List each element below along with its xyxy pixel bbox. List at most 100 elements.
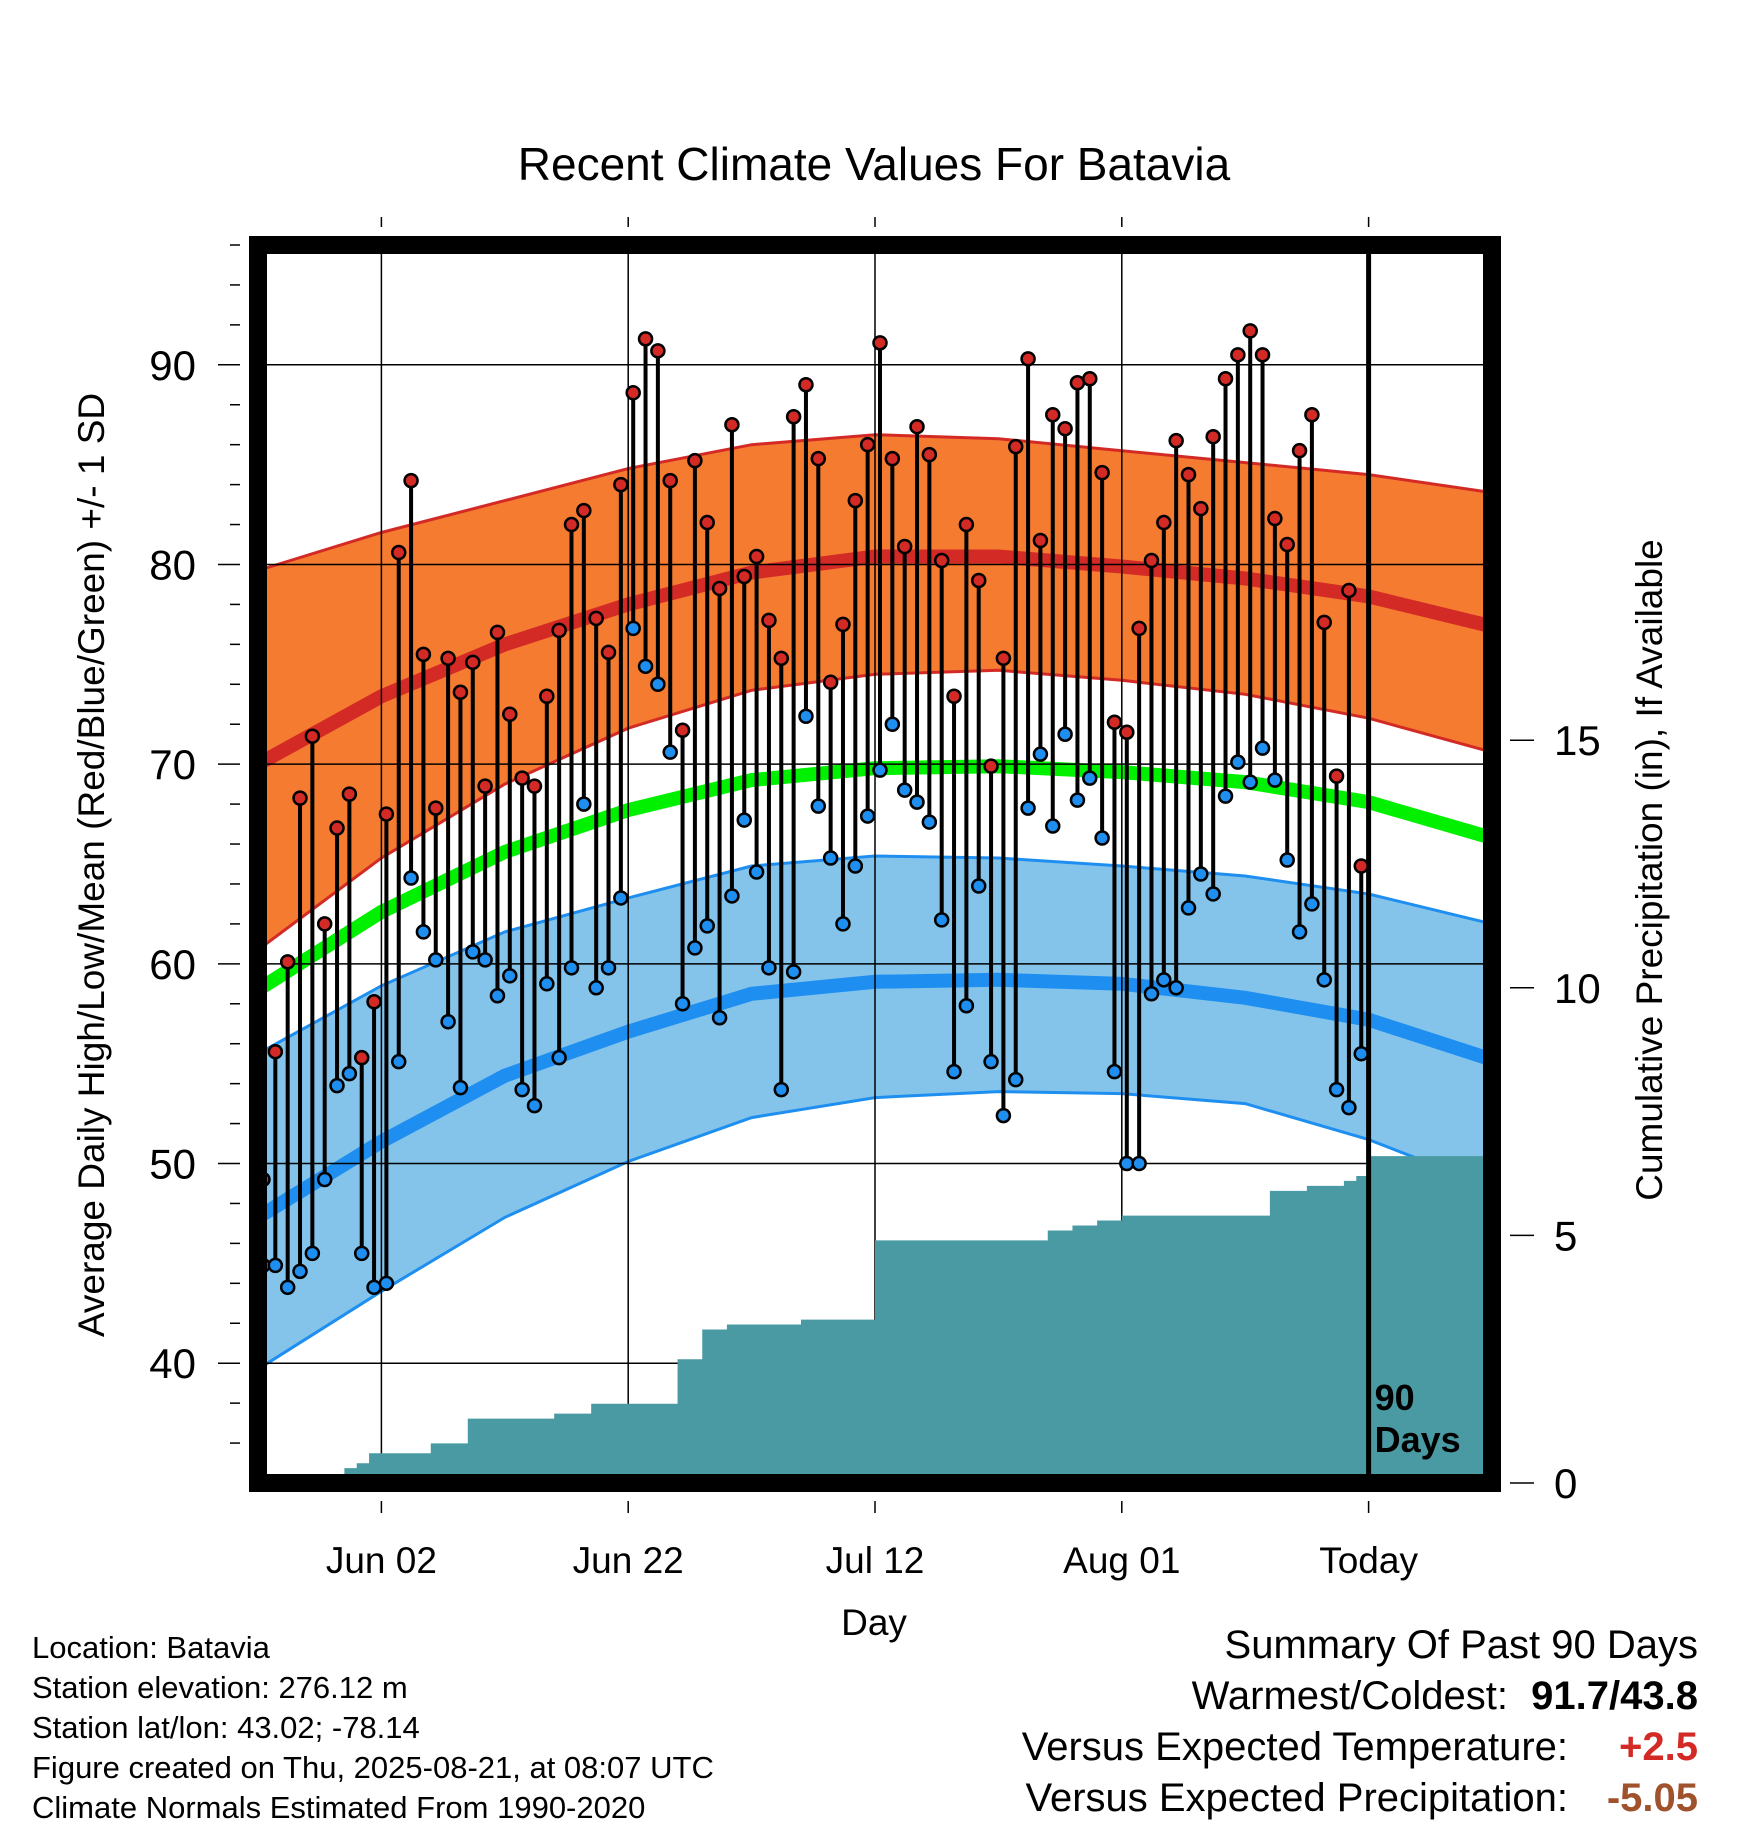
daily-high-point: [1328, 768, 1345, 784]
daily-high-point: [514, 770, 530, 786]
x-axis-label: Day: [841, 1602, 907, 1643]
today-marker-label: Days: [1375, 1419, 1461, 1460]
daily-high-point: [1020, 351, 1036, 367]
daily-high-point: [341, 786, 358, 802]
daily-high-point: [539, 688, 555, 705]
y-left-tick-label: 60: [149, 941, 196, 988]
daily-high-point: [329, 820, 345, 836]
daily-high-point: [1082, 371, 1098, 387]
normals-text: Climate Normals Estimated From 1990-2020: [32, 1790, 646, 1825]
daily-high-point: [674, 722, 691, 738]
daily-high-point: [428, 800, 444, 816]
daily-low-point: [1267, 772, 1283, 788]
daily-low-point: [1254, 740, 1271, 756]
daily-low-point: [1230, 754, 1246, 770]
daily-high-point: [748, 548, 765, 565]
temp-label: Versus Expected Temperature:: [1021, 1725, 1568, 1769]
daily-low-point: [699, 918, 715, 934]
daily-low-point: [279, 1279, 296, 1296]
daily-low-point: [872, 762, 888, 778]
daily-low-point: [983, 1053, 999, 1070]
daily-high-point: [650, 343, 666, 359]
daily-low-point: [748, 864, 765, 880]
daily-high-point: [477, 778, 493, 794]
daily-low-point: [650, 676, 666, 693]
daily-low-point: [859, 808, 876, 824]
daily-low-point: [933, 912, 950, 928]
high-sd-band: [258, 434, 1492, 950]
location-text: Location: Batavia: [32, 1630, 270, 1665]
daily-high-point: [637, 331, 654, 347]
daily-high-point: [1193, 500, 1209, 517]
daily-high-point: [1205, 428, 1221, 445]
y-left-tick-label: 50: [149, 1141, 196, 1188]
daily-low-point: [452, 1079, 469, 1096]
daily-low-point: [613, 890, 629, 906]
daily-high-point: [810, 450, 827, 467]
daily-low-point: [514, 1081, 530, 1098]
daily-high-point: [1341, 582, 1357, 599]
daily-high-point: [551, 622, 567, 639]
daily-low-point: [1106, 1063, 1123, 1080]
daily-high-point: [1242, 323, 1258, 339]
daily-high-point: [625, 385, 641, 401]
daily-low-point: [1156, 972, 1172, 988]
daily-high-point: [983, 758, 999, 774]
daily-high-point: [847, 492, 864, 509]
daily-low-point: [1007, 1071, 1024, 1088]
x-tick-label: Jun 02: [326, 1540, 437, 1581]
daily-high-point: [798, 377, 814, 393]
daily-high-point: [1279, 536, 1295, 553]
daily-high-point: [502, 706, 518, 722]
elevation-text: Station elevation: 276.12 m: [32, 1670, 408, 1705]
daily-high-point: [921, 446, 938, 463]
daily-high-point: [353, 1049, 370, 1066]
daily-low-point: [477, 952, 493, 968]
summary-panel: Summary Of Past 90 Days Warmest/Coldest:…: [1022, 1620, 1698, 1824]
daily-low-point: [724, 888, 740, 904]
daily-low-point: [465, 944, 481, 960]
daily-low-point: [1279, 852, 1295, 868]
y-right-tick-label: 15: [1554, 717, 1601, 764]
daily-low-point: [1205, 886, 1221, 902]
daily-high-point: [1007, 438, 1024, 455]
y-right-tick-label: 10: [1554, 965, 1601, 1012]
daily-low-point: [600, 960, 617, 976]
daily-low-point: [822, 850, 839, 866]
daily-high-point: [366, 994, 382, 1010]
daily-low-point: [366, 1279, 382, 1296]
y-left-tick-label: 40: [149, 1340, 196, 1387]
daily-high-point: [1180, 466, 1197, 483]
daily-low-point: [1316, 972, 1332, 988]
daily-low-point: [1094, 830, 1110, 846]
daily-low-point: [341, 1065, 358, 1082]
daily-high-point: [946, 688, 962, 705]
daily-high-point: [316, 916, 333, 932]
daily-low-point: [773, 1081, 790, 1098]
y-right-tick-label: 5: [1554, 1212, 1577, 1259]
daily-low-point: [489, 988, 506, 1004]
daily-high-point: [279, 954, 296, 970]
warm-cold-value: 91.7/43.8: [1531, 1674, 1698, 1718]
daily-low-point: [662, 744, 678, 760]
daily-high-point: [896, 538, 913, 555]
daily-high-point: [1057, 420, 1073, 437]
daily-low-point: [1341, 1099, 1357, 1116]
daily-low-point: [798, 708, 814, 724]
daily-high-point: [1254, 347, 1271, 363]
precip-row: Versus Expected Precipitation: -5.05: [1022, 1773, 1698, 1824]
daily-low-point: [835, 916, 851, 932]
daily-low-point: [390, 1053, 407, 1070]
daily-high-point: [724, 416, 740, 433]
daily-low-point: [563, 960, 580, 976]
daily-low-point: [304, 1245, 321, 1262]
daily-low-point: [551, 1049, 567, 1066]
daily-high-point: [267, 1043, 284, 1060]
daily-high-point: [1069, 375, 1086, 391]
daily-low-point: [588, 980, 604, 996]
daily-high-point: [415, 646, 432, 663]
daily-high-point: [489, 624, 506, 641]
x-tick-label: Aug 01: [1063, 1540, 1180, 1581]
